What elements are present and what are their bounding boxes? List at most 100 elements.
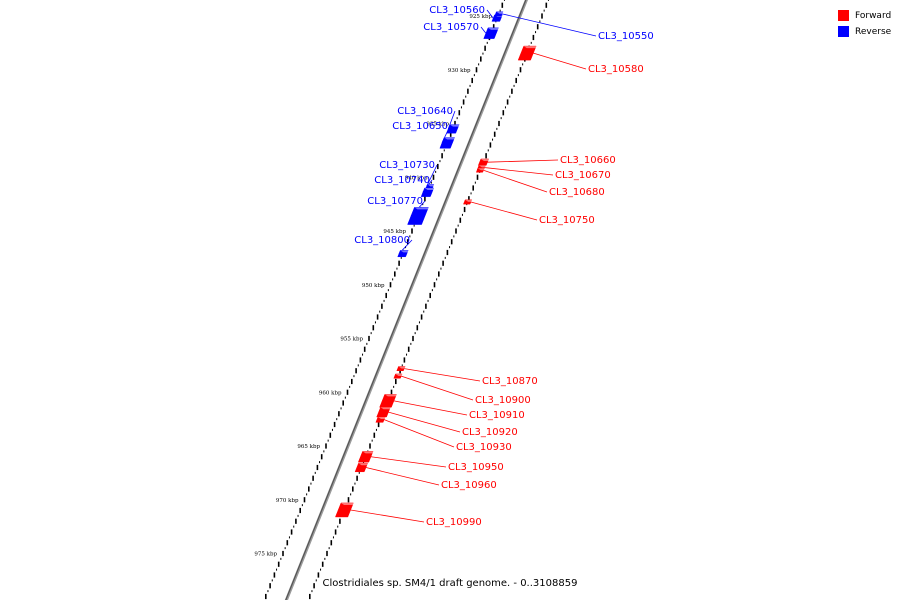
gene-label-CL3_10770[interactable]: CL3_10770	[367, 196, 423, 207]
axis-tick-label: 960 kbp	[319, 390, 342, 396]
leader-line	[401, 375, 474, 401]
gene-highlight	[444, 137, 458, 140]
gene-CL3_10650-feature[interactable]	[439, 137, 456, 149]
gene-highlight	[477, 168, 488, 171]
gene-label-CL3_10660[interactable]: CL3_10660	[560, 155, 616, 166]
gene-CL3_10870-feature[interactable]	[396, 366, 406, 371]
gene-CL3_10920-feature[interactable]	[376, 407, 391, 418]
gene-label-CL3_10570[interactable]: CL3_10570	[423, 22, 479, 33]
legend-forward-label: Forward	[855, 10, 892, 21]
gene-CL3_10930-feature[interactable]	[375, 416, 386, 423]
gene-highlight	[523, 46, 540, 49]
forward-swatch	[838, 10, 849, 21]
gene-label-CL3_10550[interactable]: CL3_10550	[598, 31, 654, 42]
gene-highlight	[465, 199, 475, 202]
leader-line	[426, 164, 438, 187]
gene-highlight	[400, 250, 412, 253]
gene-highlight	[384, 394, 400, 397]
axis-tick-label: 945 kbp	[383, 229, 406, 235]
gene-CL3_10990-feature[interactable]	[335, 502, 354, 518]
gene-CL3_10900-feature[interactable]	[393, 373, 403, 379]
leader-line	[486, 9, 494, 19]
legend-reverse: Reverse	[838, 24, 891, 39]
gene-highlight	[380, 407, 394, 410]
axis-ticks: 925 kbp 930 kbp 935 kbp 940 kbp 945 kbp 950 k…	[254, 0, 549, 600]
gene-label-CL3_10580[interactable]: CL3_10580	[588, 64, 644, 75]
gene-CL3_10580-feature[interactable]	[517, 45, 537, 61]
gene-CL3_10550-feature[interactable]	[494, 11, 504, 17]
gene-CL3_10570-feature[interactable]	[483, 27, 499, 39]
gene-label-CL3_10870[interactable]: CL3_10870	[482, 376, 538, 387]
gene-highlight	[358, 463, 371, 466]
axis-tick-label: 955 kbp	[340, 337, 363, 343]
gene-CL3_10680-feature[interactable]	[475, 168, 485, 173]
gene-label-CL3_10930[interactable]: CL3_10930	[456, 442, 512, 453]
gene-label-CL3_10730[interactable]: CL3_10730	[379, 160, 435, 171]
gene-highlight	[449, 124, 463, 127]
gene-CL3_10750-feature[interactable]	[463, 199, 473, 205]
gene-labels: CL3_10560 CL3_10570 CL3_10550 CL3_10580 CL3_…	[354, 5, 653, 528]
gene-highlight	[377, 416, 389, 419]
leader-line	[393, 400, 468, 416]
legend-forward: Forward	[838, 8, 891, 23]
gene-label-CL3_10640[interactable]: CL3_10640	[397, 106, 453, 117]
leader-line	[487, 159, 559, 163]
gene-highlight	[362, 451, 377, 454]
leader-line	[370, 456, 447, 468]
gene-label-CL3_10950[interactable]: CL3_10950	[448, 462, 504, 473]
axis-tick-label: 930 kbp	[448, 68, 471, 74]
gene-CL3_10640-feature[interactable]	[446, 124, 460, 134]
gene-highlight	[478, 165, 489, 168]
axis-tick-label: 970 kbp	[276, 498, 299, 504]
gene-label-CL3_10750[interactable]: CL3_10750	[539, 215, 595, 226]
leader-line	[470, 201, 538, 221]
gene-label-CL3_10670[interactable]: CL3_10670	[555, 170, 611, 181]
gene-CL3_10740-feature[interactable]	[420, 187, 435, 197]
genome-caption: Clostridiales sp. SM4/1 draft genome. - …	[322, 578, 578, 589]
gene-highlight	[341, 502, 357, 505]
gene-CL3_10910-feature[interactable]	[379, 394, 397, 408]
gene-highlight	[480, 158, 492, 161]
gene-highlight	[395, 373, 406, 376]
gene-label-CL3_10650[interactable]: CL3_10650	[392, 121, 448, 132]
gene-label-CL3_10900[interactable]: CL3_10900	[475, 395, 531, 406]
leader-line	[350, 509, 425, 523]
gene-highlight	[414, 207, 432, 210]
gene-label-CL3_10990[interactable]: CL3_10990	[426, 517, 482, 528]
gene-label-CL3_10680[interactable]: CL3_10680	[549, 187, 605, 198]
gene-CL3_10800-feature[interactable]	[397, 250, 409, 258]
leader-line	[404, 368, 481, 382]
axis-tick-label: 950 kbp	[362, 283, 385, 289]
label-leader-lines	[350, 9, 597, 523]
gene-highlight	[398, 366, 409, 369]
leader-line	[384, 419, 455, 448]
axis-tick-label: 935 kbp	[426, 122, 449, 128]
axis-tick-label: 975 kbp	[254, 552, 277, 558]
gene-label-CL3_10560[interactable]: CL3_10560	[429, 5, 485, 16]
gene-CL3_10960-feature[interactable]	[354, 462, 369, 473]
gene-highlight	[496, 11, 507, 14]
gene-label-CL3_10960[interactable]: CL3_10960	[441, 480, 497, 491]
gene-CL3_10770-feature[interactable]	[407, 207, 429, 225]
gene-label-CL3_10740[interactable]: CL3_10740	[374, 175, 430, 186]
axis-tick-label: 925 kbp	[469, 14, 492, 20]
gene-CL3_10660-feature[interactable]	[477, 158, 490, 166]
gene-CL3_10950-feature[interactable]	[357, 451, 374, 463]
leader-line	[483, 169, 548, 193]
leader-line	[480, 26, 487, 34]
axis-tick-label: 965 kbp	[297, 444, 320, 450]
gene-highlight	[488, 27, 502, 30]
gene-highlight	[424, 188, 437, 190]
gene-label-CL3_10800[interactable]: CL3_10800	[354, 235, 410, 246]
genome-backbone	[284, 0, 529, 600]
leader-line	[533, 52, 587, 70]
leader-line	[388, 411, 461, 433]
axis-tick-label: 940 kbp	[405, 175, 428, 181]
gene-features	[335, 11, 540, 518]
leader-line	[484, 167, 554, 176]
leader-line	[365, 467, 440, 486]
gene-label-CL3_10920[interactable]: CL3_10920	[462, 427, 518, 438]
gene-label-CL3_10910[interactable]: CL3_10910	[469, 410, 525, 421]
legend-reverse-label: Reverse	[855, 26, 892, 37]
